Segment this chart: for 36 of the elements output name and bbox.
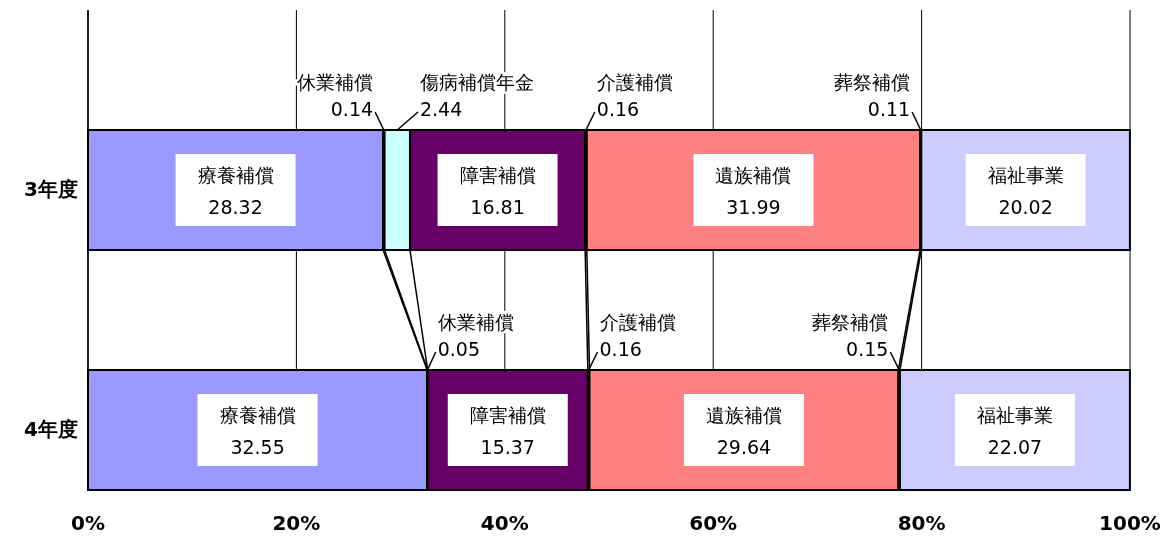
data-label: 2.44 — [419, 98, 463, 120]
series-label: 福祉事業 — [987, 164, 1064, 186]
text: 介護補償 — [596, 71, 673, 93]
data-label: 32.55 — [230, 436, 285, 458]
y-tick-label: 4年度 — [24, 416, 78, 441]
data-label: 28.32 — [208, 196, 263, 218]
text: 遺族補償 — [705, 404, 782, 426]
text: 休業補償 — [297, 71, 374, 93]
series-label: 遺族補償 — [715, 164, 792, 186]
data-label: 20.02 — [998, 196, 1053, 218]
x-tick-label: 20% — [272, 511, 321, 535]
x-tick-label: 0% — [71, 511, 105, 535]
x-tick-label: 100% — [1099, 511, 1161, 535]
data-label: 0.16 — [596, 98, 640, 120]
data-label: 16.81 — [470, 196, 525, 218]
text: 障害補償 — [469, 404, 546, 426]
text: 介護補償 — [599, 311, 676, 333]
text: 葬祭補償 — [834, 71, 911, 93]
data-label: 0.15 — [846, 338, 889, 360]
data-label: 0.16 — [599, 338, 642, 360]
text: 葬祭補償 — [812, 311, 889, 333]
data-label: 31.99 — [726, 196, 781, 218]
data-label: 22.07 — [987, 436, 1043, 458]
x-tick-label: 40% — [480, 511, 529, 535]
text: 療養補償 — [219, 404, 296, 426]
x-tick-label: 80% — [897, 511, 946, 535]
y-tick-label: 3年度 — [24, 176, 78, 201]
x-tick-label: 60% — [689, 511, 738, 535]
data-label: 0.14 — [330, 98, 374, 120]
data-label: 29.64 — [716, 436, 772, 458]
data-label: 0.11 — [867, 98, 911, 120]
series-label: 障害補償 — [459, 164, 536, 186]
data-label: 0.05 — [437, 338, 480, 360]
data-label: 15.37 — [480, 436, 535, 458]
text: 福祉事業 — [976, 404, 1053, 426]
series-label: 療養補償 — [197, 164, 274, 186]
